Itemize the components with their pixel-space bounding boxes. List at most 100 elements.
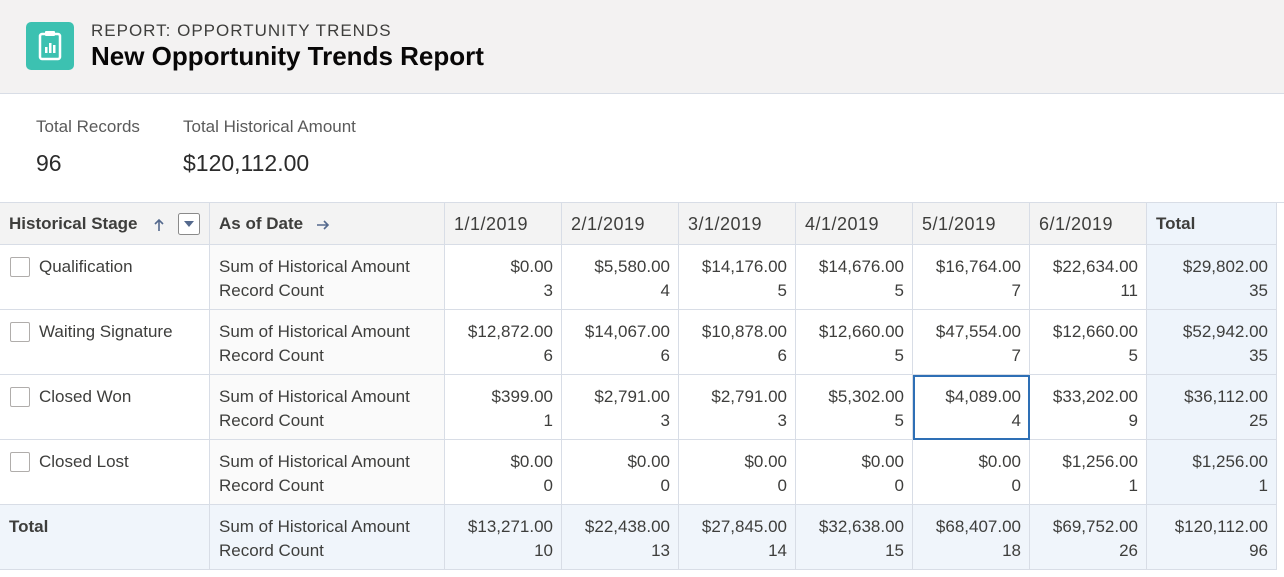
data-cell[interactable]: $36,112.00 25 (1147, 375, 1277, 440)
stage-label: Closed Lost (39, 452, 129, 471)
data-cell[interactable]: $0.00 3 (445, 245, 562, 310)
amount: $69,752.00 (1052, 517, 1138, 536)
data-cell[interactable]: $12,660.00 5 (796, 310, 913, 375)
record-count: 4 (660, 281, 670, 300)
data-cell[interactable]: $14,176.00 5 (679, 245, 796, 310)
record-count: 15 (885, 541, 904, 560)
data-cell[interactable]: $12,660.00 5 (1030, 310, 1147, 375)
amount: $16,764.00 (935, 257, 1021, 276)
record-count: 3 (543, 281, 553, 300)
amount: $0.00 (510, 257, 553, 276)
amount: $36,112.00 (1184, 387, 1268, 406)
data-cell[interactable]: $399.00 1 (445, 375, 562, 440)
column-header[interactable]: As of Date (210, 203, 635, 245)
report-header: REPORT: OPPORTUNITY TRENDS New Opportuni… (0, 0, 1284, 94)
data-cell[interactable]: $14,067.00 6 (562, 310, 679, 375)
column-header: 1/1/2019 (445, 203, 562, 245)
data-cell[interactable]: $0.00 0 (562, 440, 679, 505)
record-count: 96 (1249, 541, 1268, 560)
column-header-label: 1/1/2019 (454, 214, 529, 234)
sort-arrow[interactable] (316, 218, 330, 232)
amount: $5,580.00 (594, 257, 670, 276)
data-cell[interactable]: $12,872.00 6 (445, 310, 562, 375)
column-menu[interactable] (178, 213, 200, 235)
data-cell[interactable]: $52,942.00 35 (1147, 310, 1277, 375)
column-header-label: 4/1/2019 (805, 214, 880, 234)
record-count: 5 (894, 281, 904, 300)
record-count: 10 (534, 541, 553, 560)
record-count: 6 (777, 346, 787, 365)
total-label: Total (9, 517, 49, 536)
measure-cell: Sum of Historical Amount Record Count (210, 375, 445, 440)
column-header[interactable]: Historical Stage (0, 203, 210, 245)
row-checkbox[interactable] (10, 452, 30, 472)
column-header-label: Total (1156, 214, 1196, 233)
record-count: 7 (1011, 281, 1021, 300)
icon-glyph (38, 31, 62, 61)
measure-label: Record Count (219, 281, 324, 300)
amount: $32,638.00 (818, 517, 904, 536)
amount: $2,791.00 (594, 387, 670, 406)
data-cell[interactable]: $0.00 0 (796, 440, 913, 505)
record-count: 0 (777, 476, 787, 495)
amount: $22,438.00 (584, 517, 670, 536)
record-count: 1 (543, 411, 553, 430)
data-cell[interactable]: $120,112.00 96 (1147, 505, 1277, 570)
data-cell[interactable]: $32,638.00 15 (796, 505, 913, 570)
row-checkbox[interactable] (10, 387, 30, 407)
data-cell[interactable]: $27,845.00 14 (679, 505, 796, 570)
record-count: 4 (1011, 411, 1021, 430)
data-cell[interactable]: $2,791.00 3 (562, 375, 679, 440)
row-header: Closed Won (0, 375, 210, 440)
data-cell[interactable]: $68,407.00 18 (913, 505, 1030, 570)
data-cell[interactable]: $0.00 0 (445, 440, 562, 505)
data-cell[interactable]: $1,256.00 1 (1147, 440, 1277, 505)
data-cell[interactable]: $1,256.00 1 (1030, 440, 1147, 505)
row-checkbox[interactable] (10, 257, 30, 277)
record-count: 26 (1119, 541, 1138, 560)
record-count: 0 (543, 476, 553, 495)
sort-arrow[interactable] (152, 218, 166, 232)
row-checkbox[interactable] (10, 322, 30, 342)
record-count: 0 (660, 476, 670, 495)
data-cell[interactable]: $10,878.00 6 (679, 310, 796, 375)
record-count: 35 (1249, 346, 1268, 365)
row-header: Total (0, 505, 210, 570)
data-cell[interactable]: $4,089.00 4 (913, 375, 1030, 440)
record-count: 14 (768, 541, 787, 560)
row-header: Waiting Signature (0, 310, 210, 375)
data-cell[interactable]: $2,791.00 3 (679, 375, 796, 440)
data-cell[interactable]: $29,802.00 35 (1147, 245, 1277, 310)
column-header: 2/1/2019 (562, 203, 679, 245)
measure-cell: Sum of Historical Amount Record Count (210, 505, 445, 570)
data-cell[interactable]: $22,438.00 13 (562, 505, 679, 570)
record-count: 0 (894, 476, 904, 495)
report-icon (26, 22, 74, 70)
amount: $0.00 (861, 452, 904, 471)
report-type: REPORT: OPPORTUNITY TRENDS (91, 21, 392, 40)
measure-label: Record Count (219, 346, 324, 365)
record-count: 11 (1120, 281, 1138, 300)
data-cell[interactable]: $0.00 0 (913, 440, 1030, 505)
data-cell[interactable]: $22,634.00 11 (1030, 245, 1147, 310)
measure-label: Sum of Historical Amount (219, 322, 410, 341)
data-cell[interactable]: $14,676.00 5 (796, 245, 913, 310)
measure-cell: Sum of Historical Amount Record Count (210, 245, 445, 310)
data-cell[interactable]: $5,302.00 5 (796, 375, 913, 440)
data-cell[interactable]: $5,580.00 4 (562, 245, 679, 310)
data-cell[interactable]: $47,554.00 7 (913, 310, 1030, 375)
measure-label: Record Count (219, 541, 324, 560)
amount: $47,554.00 (935, 322, 1021, 341)
summary-label: Total Historical Amount (183, 117, 356, 136)
column-header-label: Historical Stage (9, 214, 138, 233)
record-count: 6 (660, 346, 670, 365)
amount: $68,407.00 (935, 517, 1021, 536)
data-cell[interactable]: $16,764.00 7 (913, 245, 1030, 310)
data-cell[interactable]: $0.00 0 (679, 440, 796, 505)
data-cell[interactable]: $69,752.00 26 (1030, 505, 1147, 570)
data-cell[interactable]: $13,271.00 10 (445, 505, 562, 570)
row-header: Qualification (0, 245, 210, 310)
summary-value: 96 (36, 150, 62, 176)
data-cell[interactable]: $33,202.00 9 (1030, 375, 1147, 440)
